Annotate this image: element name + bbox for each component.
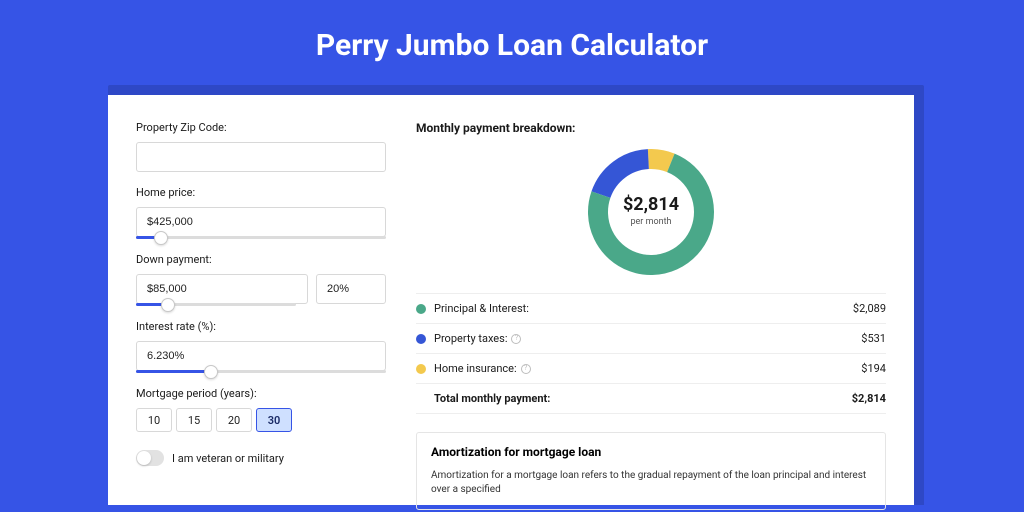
- legend-dot: [416, 364, 426, 374]
- donut-slice: [601, 159, 648, 195]
- donut-center-sub: per month: [630, 217, 671, 227]
- mortgage-period-option[interactable]: 15: [176, 408, 212, 432]
- mortgage-period-group: Mortgage period (years): 10152030: [136, 387, 386, 432]
- amortization-title: Amortization for mortgage loan: [431, 445, 871, 459]
- zip-input[interactable]: [136, 142, 386, 172]
- interest-rate-slider[interactable]: [136, 370, 386, 373]
- home-price-slider[interactable]: [136, 236, 386, 239]
- legend-label: Property taxes: ?: [434, 332, 861, 345]
- donut-slice: [648, 159, 670, 163]
- legend-row: Principal & Interest: $2,089: [416, 294, 886, 324]
- down-payment-pct-input[interactable]: [316, 274, 386, 304]
- legend-value: $2,089: [853, 302, 886, 315]
- interest-rate-label: Interest rate (%):: [136, 320, 386, 333]
- legend-row: Property taxes: ? $531: [416, 324, 886, 354]
- down-payment-group: Down payment:: [136, 253, 386, 306]
- legend-dot: [416, 334, 426, 344]
- legend-total-label: Total monthly payment:: [434, 392, 852, 405]
- slider-thumb[interactable]: [154, 231, 168, 245]
- veteran-toggle-row: I am veteran or military: [136, 450, 386, 466]
- interest-rate-input[interactable]: [136, 341, 386, 371]
- down-payment-slider[interactable]: [136, 303, 296, 306]
- calculator-card: Property Zip Code: Home price: Down paym…: [108, 95, 914, 505]
- slider-thumb[interactable]: [204, 365, 218, 379]
- donut-chart: $2,814 per month: [588, 149, 714, 275]
- legend-dot: [416, 304, 426, 314]
- info-icon[interactable]: ?: [511, 334, 521, 344]
- veteran-toggle[interactable]: [136, 450, 164, 466]
- home-price-label: Home price:: [136, 186, 386, 199]
- mortgage-period-option[interactable]: 30: [256, 408, 292, 432]
- slider-thumb[interactable]: [161, 298, 175, 312]
- zip-label: Property Zip Code:: [136, 121, 386, 134]
- breakdown-column: Monthly payment breakdown: $2,814 per mon…: [416, 121, 886, 505]
- info-icon[interactable]: ?: [521, 364, 531, 374]
- donut-chart-wrap: $2,814 per month: [416, 149, 886, 275]
- legend-row: Home insurance: ? $194: [416, 354, 886, 384]
- slider-fill: [136, 370, 211, 373]
- amortization-box: Amortization for mortgage loan Amortizat…: [416, 432, 886, 510]
- legend-total-value: $2,814: [852, 392, 886, 405]
- legend-label: Home insurance: ?: [434, 362, 861, 375]
- card-shadow: Property Zip Code: Home price: Down paym…: [108, 85, 924, 505]
- amortization-text: Amortization for a mortgage loan refers …: [431, 469, 871, 497]
- legend-total-row: Total monthly payment: $2,814: [416, 384, 886, 414]
- mortgage-period-label: Mortgage period (years):: [136, 387, 386, 400]
- legend-value: $194: [861, 362, 886, 375]
- legend-list: Principal & Interest: $2,089 Property ta…: [416, 293, 886, 414]
- legend-label: Principal & Interest:: [434, 302, 853, 315]
- inputs-column: Property Zip Code: Home price: Down paym…: [136, 121, 386, 505]
- interest-rate-group: Interest rate (%):: [136, 320, 386, 373]
- donut-center-amount: $2,814: [623, 194, 679, 215]
- veteran-label: I am veteran or military: [172, 452, 284, 465]
- mortgage-period-options: 10152030: [136, 408, 386, 432]
- legend-value: $531: [861, 332, 886, 345]
- home-price-input[interactable]: [136, 207, 386, 237]
- mortgage-period-option[interactable]: 20: [216, 408, 252, 432]
- home-price-group: Home price:: [136, 186, 386, 239]
- down-payment-label: Down payment:: [136, 253, 386, 266]
- zip-field-group: Property Zip Code:: [136, 121, 386, 172]
- toggle-knob: [137, 451, 151, 465]
- page-title: Perry Jumbo Loan Calculator: [0, 0, 1024, 85]
- breakdown-title: Monthly payment breakdown:: [416, 121, 886, 135]
- mortgage-period-option[interactable]: 10: [136, 408, 172, 432]
